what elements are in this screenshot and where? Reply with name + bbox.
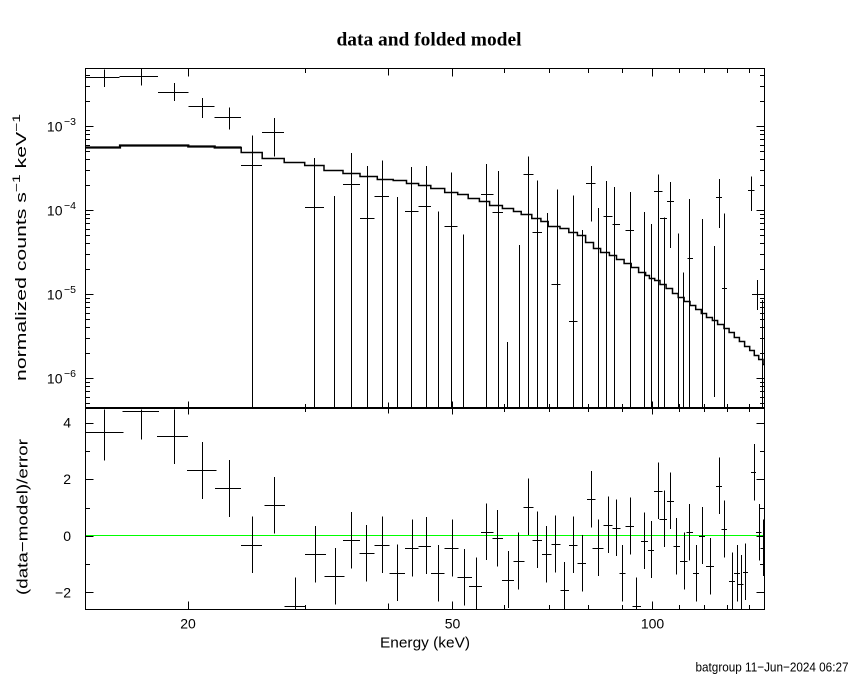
- svg-text:data and folded model: data and folded model: [337, 30, 522, 51]
- svg-text:0: 0: [63, 528, 71, 544]
- svg-text:−5: −5: [64, 284, 76, 296]
- svg-text:10: 10: [47, 202, 63, 218]
- svg-text:4: 4: [63, 415, 71, 431]
- svg-text:10: 10: [47, 286, 63, 302]
- svg-text:2: 2: [63, 471, 71, 487]
- svg-text:50: 50: [445, 616, 461, 632]
- svg-text:10: 10: [47, 370, 63, 386]
- svg-text:normalized counts s−1 keV−1: normalized counts s−1 keV−1: [11, 114, 30, 381]
- svg-text:100: 100: [641, 616, 665, 632]
- svg-text:batgroup 11−Jun−2024 06:27: batgroup 11−Jun−2024 06:27: [696, 660, 849, 675]
- svg-text:−3: −3: [64, 116, 76, 128]
- svg-text:Energy (keV): Energy (keV): [380, 635, 470, 652]
- svg-text:10: 10: [47, 118, 63, 134]
- svg-text:−6: −6: [64, 368, 76, 380]
- svg-text:−2: −2: [55, 584, 71, 600]
- svg-text:20: 20: [180, 616, 196, 632]
- svg-text:(data−model)/error: (data−model)/error: [15, 439, 32, 595]
- svg-text:−4: −4: [64, 200, 76, 212]
